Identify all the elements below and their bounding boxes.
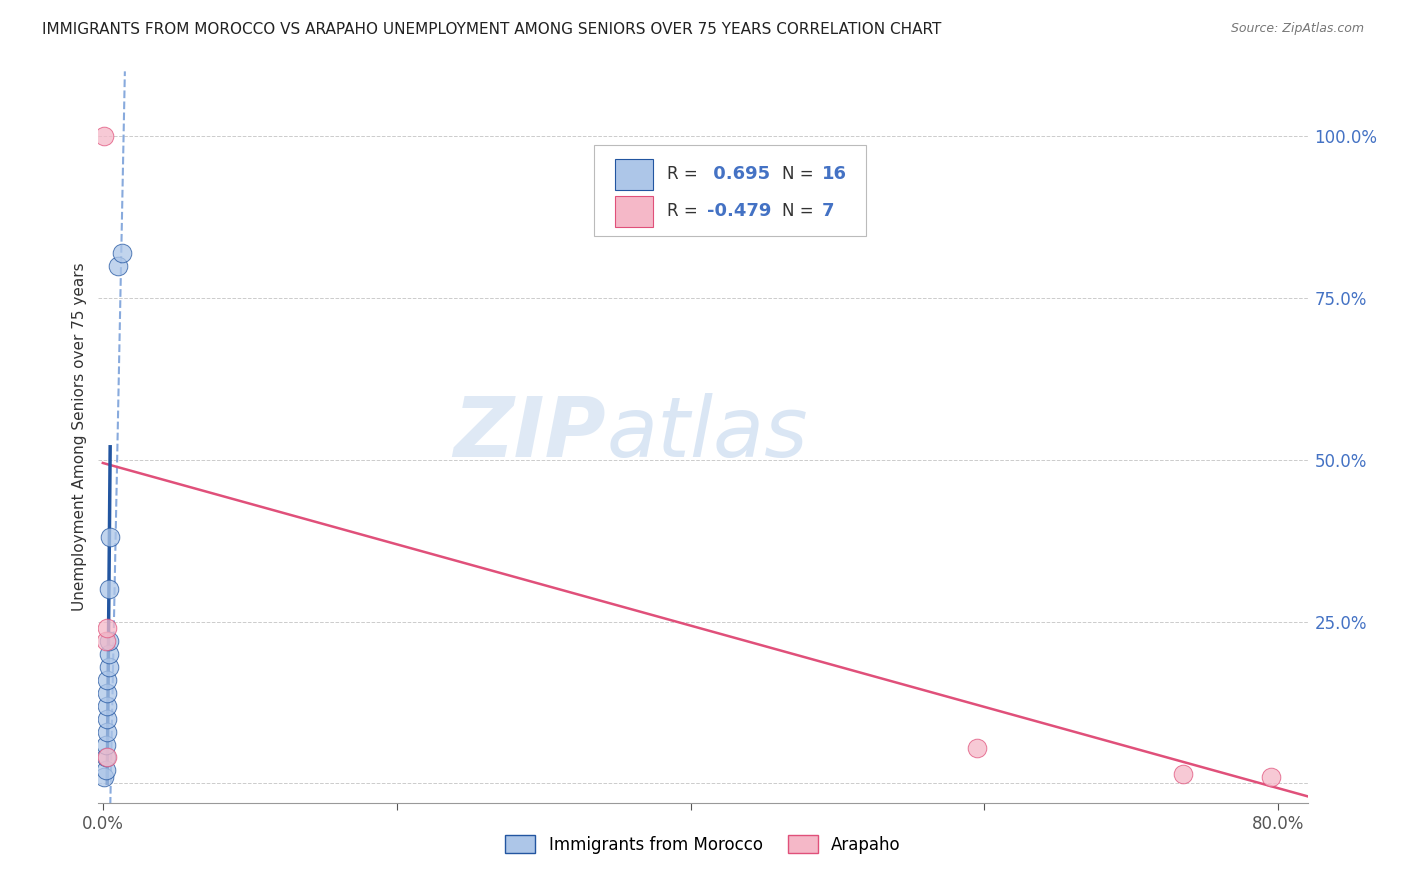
- Y-axis label: Unemployment Among Seniors over 75 years: Unemployment Among Seniors over 75 years: [72, 263, 87, 611]
- Text: R =: R =: [666, 165, 697, 183]
- Point: [1260, 770, 1282, 784]
- Point: [93, 129, 115, 144]
- Text: ZIP: ZIP: [454, 392, 606, 474]
- Text: N =: N =: [782, 165, 813, 183]
- Point: [96, 686, 118, 700]
- Point: [96, 673, 118, 687]
- Legend: Immigrants from Morocco, Arapaho: Immigrants from Morocco, Arapaho: [499, 829, 907, 860]
- Point: [97, 660, 120, 674]
- Point: [94, 764, 117, 778]
- FancyBboxPatch shape: [595, 145, 866, 235]
- Point: [107, 259, 129, 273]
- Point: [96, 712, 118, 726]
- Text: N =: N =: [782, 202, 813, 220]
- Point: [97, 647, 120, 661]
- Point: [966, 740, 988, 755]
- Point: [1171, 766, 1194, 780]
- Text: Source: ZipAtlas.com: Source: ZipAtlas.com: [1230, 22, 1364, 36]
- Point: [96, 698, 118, 713]
- Point: [97, 582, 120, 597]
- Point: [94, 750, 117, 764]
- Text: 7: 7: [821, 202, 834, 220]
- Point: [94, 738, 117, 752]
- Point: [93, 770, 115, 784]
- Point: [96, 621, 118, 635]
- Point: [96, 750, 118, 764]
- Text: atlas: atlas: [606, 392, 808, 474]
- Text: -0.479: -0.479: [707, 202, 770, 220]
- Text: IMMIGRANTS FROM MOROCCO VS ARAPAHO UNEMPLOYMENT AMONG SENIORS OVER 75 YEARS CORR: IMMIGRANTS FROM MOROCCO VS ARAPAHO UNEMP…: [42, 22, 942, 37]
- Point: [97, 634, 120, 648]
- Text: 0.695: 0.695: [707, 165, 769, 183]
- Bar: [614, 160, 654, 190]
- Text: R =: R =: [666, 202, 697, 220]
- Point: [94, 634, 117, 648]
- Point: [98, 530, 121, 544]
- Point: [96, 724, 118, 739]
- Bar: [614, 196, 654, 227]
- Text: 16: 16: [821, 165, 846, 183]
- Point: [111, 245, 134, 260]
